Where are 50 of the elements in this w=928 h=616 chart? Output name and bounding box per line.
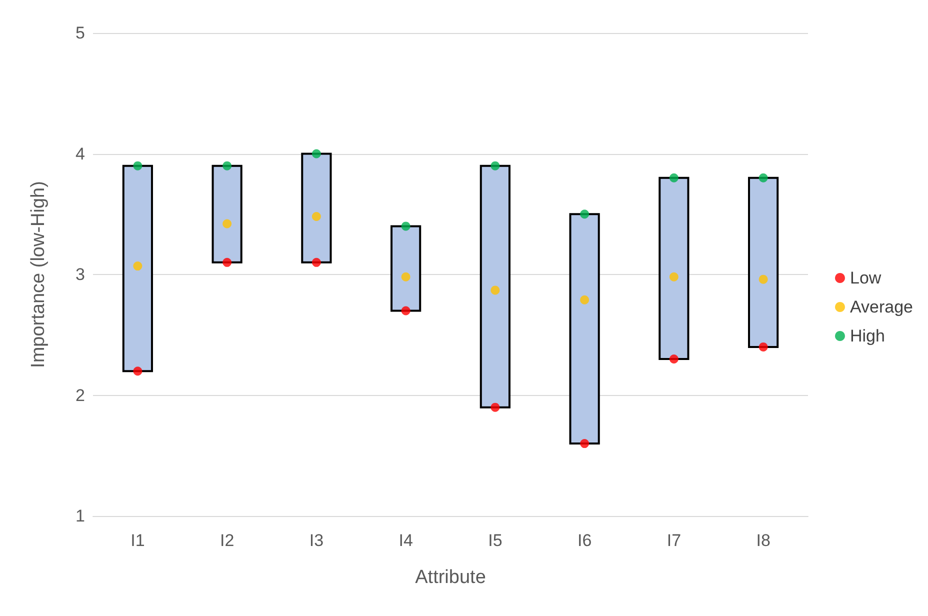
bar (748, 176, 779, 348)
point (222, 219, 232, 228)
bar (480, 164, 510, 408)
bar (122, 164, 153, 372)
point (133, 366, 142, 376)
y-tick-label: 2 (76, 386, 85, 405)
legend-label: Low (850, 268, 882, 288)
y-tick-label: 1 (76, 506, 85, 526)
bar (390, 225, 422, 312)
y-axis-title: Importance (low-High) (28, 181, 49, 368)
y-tick-label: 5 (76, 24, 85, 42)
x-tick-label: I4 (398, 531, 413, 550)
point (133, 262, 142, 271)
bar (658, 176, 690, 360)
x-tick-label: I6 (577, 531, 592, 550)
point (758, 173, 768, 182)
point (312, 212, 321, 222)
point (222, 161, 232, 170)
point (758, 342, 768, 352)
point (401, 306, 410, 316)
legend-label: Average (850, 298, 914, 316)
point (580, 210, 590, 219)
y-tick-label: 4 (76, 144, 85, 164)
point (580, 295, 590, 304)
point (669, 272, 678, 282)
point (669, 354, 678, 364)
point (312, 149, 321, 158)
point (669, 173, 678, 182)
point (133, 161, 142, 170)
y-tick-label: 3 (76, 265, 85, 284)
point (580, 439, 590, 448)
point (401, 272, 410, 282)
x-axis-title: Attribute (415, 567, 486, 588)
x-tick-label: I5 (488, 531, 502, 550)
bar (212, 164, 242, 264)
point (490, 286, 500, 295)
bar (569, 213, 600, 445)
point (222, 258, 232, 267)
x-tick-label: I2 (220, 531, 234, 550)
x-tick-label: I8 (756, 531, 770, 550)
x-tick-label: I7 (666, 531, 682, 550)
bar (301, 152, 332, 264)
x-tick-label: I3 (309, 531, 324, 550)
point (758, 274, 768, 284)
legend-label: High (850, 326, 885, 346)
point (401, 222, 410, 231)
x-tick-label: I1 (130, 531, 145, 550)
point (490, 402, 500, 412)
point (312, 258, 321, 267)
point (490, 161, 500, 170)
